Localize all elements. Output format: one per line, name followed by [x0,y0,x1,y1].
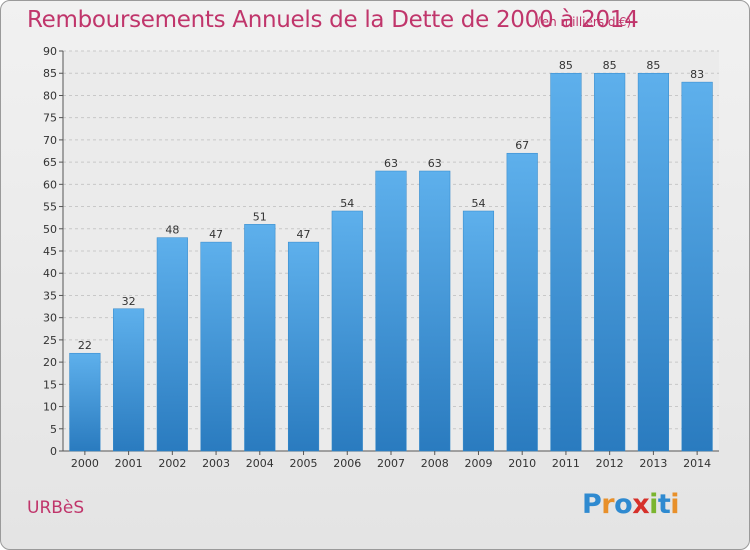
x-tick-label: 2008 [421,457,449,470]
bar [681,81,713,452]
y-tick-label: 70 [43,134,57,147]
x-tick-label: 2002 [158,457,186,470]
bar [69,352,101,452]
bar-value-label: 47 [297,228,311,241]
bar [375,170,407,452]
bar [200,241,232,452]
y-tick-label: 0 [50,445,57,458]
x-tick-label: 2012 [596,457,624,470]
y-tick-label: 25 [43,334,57,347]
y-tick-label: 15 [43,378,57,391]
bar [113,308,145,452]
logo-letter: x [632,489,650,520]
y-tick-label: 45 [43,245,57,258]
bar [506,152,538,452]
bar [287,241,320,452]
x-tick-label: 2014 [683,457,711,470]
y-tick-label: 40 [43,267,57,280]
bar-value-label: 32 [122,295,136,308]
logo-letter: r [601,489,615,520]
logo-letter: o [614,489,633,520]
bar-value-label: 85 [559,59,573,72]
x-tick-label: 2000 [71,457,99,470]
bar [244,224,276,452]
logo-letter: i [649,489,658,520]
x-tick-label: 2009 [464,457,492,470]
y-tick-label: 90 [43,45,57,58]
bar-value-label: 54 [471,197,485,210]
bar-value-label: 54 [340,197,354,210]
x-tick-label: 2007 [377,457,405,470]
bar-value-label: 63 [384,157,398,170]
bar-value-label: 48 [165,224,179,237]
y-tick-label: 75 [43,112,57,125]
x-tick-label: 2006 [333,457,361,470]
bar-value-label: 85 [603,59,617,72]
logo-letter: P [582,489,602,520]
bar [331,210,363,452]
bar [594,72,626,452]
chart-title: Remboursements Annuels de la Dette de 20… [27,7,639,33]
y-tick-label: 50 [43,223,57,236]
y-tick-label: 30 [43,312,57,325]
y-tick-label: 10 [43,401,57,414]
y-tick-label: 5 [50,423,57,436]
bar-value-label: 22 [78,339,92,352]
x-tick-label: 2013 [639,457,667,470]
bar [419,170,451,452]
bar [462,210,495,452]
bar-value-label: 85 [646,59,660,72]
bar [156,237,188,452]
y-tick-label: 65 [43,156,57,169]
y-tick-label: 85 [43,67,57,80]
bar-value-label: 63 [428,157,442,170]
bar-value-label: 67 [515,139,529,152]
y-tick-label: 35 [43,289,57,302]
chart-subtitle: (en milliers d'€) [537,15,632,29]
x-tick-label: 2005 [290,457,318,470]
x-tick-label: 2004 [246,457,274,470]
x-tick-label: 2011 [552,457,580,470]
logo-letter: t [657,489,671,520]
commune-name: URBèS [27,498,85,518]
bar [550,72,582,452]
y-tick-label: 20 [43,356,57,369]
bar-value-label: 83 [690,68,704,81]
bar-value-label: 51 [253,210,267,223]
proxiti-logo: Proxiti [582,489,680,520]
logo-letter: i [670,489,680,520]
bar [637,72,669,452]
x-tick-label: 2010 [508,457,536,470]
bar-value-label: 47 [209,228,223,241]
x-tick-label: 2003 [202,457,230,470]
y-tick-label: 55 [43,201,57,214]
x-tick-label: 2001 [115,457,143,470]
y-tick-label: 60 [43,178,57,191]
y-tick-label: 80 [43,89,57,102]
